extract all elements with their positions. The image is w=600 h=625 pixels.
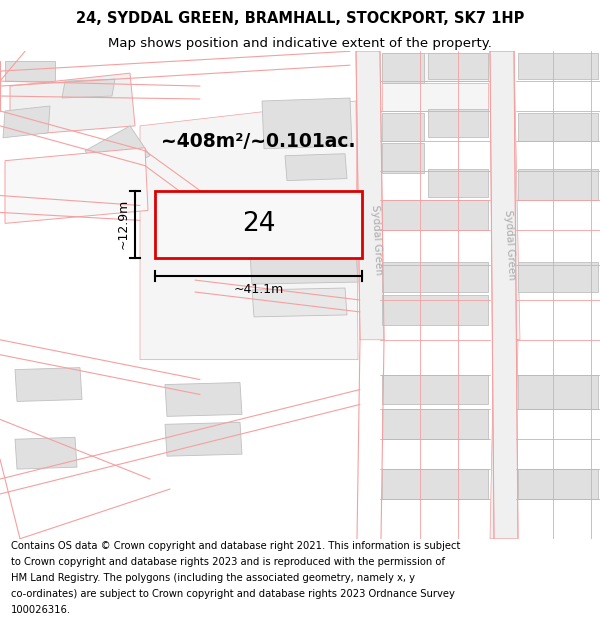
Polygon shape [428, 109, 488, 137]
Polygon shape [382, 142, 424, 172]
Polygon shape [252, 288, 347, 317]
Polygon shape [53, 166, 100, 198]
Polygon shape [262, 98, 352, 149]
Polygon shape [490, 51, 520, 539]
Polygon shape [140, 101, 358, 359]
Polygon shape [382, 409, 488, 439]
Polygon shape [518, 262, 598, 292]
Bar [155, 191, 362, 258]
Polygon shape [62, 79, 115, 98]
Text: ~12.9m: ~12.9m [117, 199, 130, 249]
Polygon shape [518, 469, 598, 499]
Polygon shape [518, 169, 598, 201]
Polygon shape [382, 53, 488, 81]
Polygon shape [428, 53, 488, 79]
Polygon shape [5, 61, 55, 81]
Polygon shape [15, 368, 82, 401]
Polygon shape [428, 169, 488, 196]
Polygon shape [5, 148, 148, 223]
Text: 24, SYDDAL GREEN, BRAMHALL, STOCKPORT, SK7 1HP: 24, SYDDAL GREEN, BRAMHALL, STOCKPORT, S… [76, 11, 524, 26]
Polygon shape [382, 53, 424, 83]
Text: ~408m²/~0.101ac.: ~408m²/~0.101ac. [161, 132, 355, 151]
Text: Map shows position and indicative extent of the property.: Map shows position and indicative extent… [108, 37, 492, 50]
Text: Syddal Green: Syddal Green [503, 210, 517, 281]
Polygon shape [10, 73, 135, 136]
Polygon shape [382, 201, 488, 231]
Polygon shape [490, 51, 518, 539]
Polygon shape [15, 438, 77, 469]
Polygon shape [382, 469, 488, 499]
Polygon shape [165, 382, 242, 416]
Text: 100026316.: 100026316. [11, 605, 71, 615]
Polygon shape [85, 126, 150, 179]
Polygon shape [285, 154, 347, 181]
Text: Contains OS data © Crown copyright and database right 2021. This information is : Contains OS data © Crown copyright and d… [11, 541, 460, 551]
Polygon shape [382, 262, 488, 292]
Polygon shape [382, 83, 488, 111]
Polygon shape [518, 113, 598, 141]
Polygon shape [518, 374, 598, 409]
Text: 24: 24 [242, 211, 275, 238]
Polygon shape [382, 113, 424, 141]
Text: to Crown copyright and database rights 2023 and is reproduced with the permissio: to Crown copyright and database rights 2… [11, 558, 445, 568]
Polygon shape [356, 51, 384, 340]
Text: Syddal Green: Syddal Green [370, 205, 383, 276]
Text: HM Land Registry. The polygons (including the associated geometry, namely x, y: HM Land Registry. The polygons (includin… [11, 573, 415, 583]
Polygon shape [3, 106, 50, 138]
Polygon shape [382, 295, 488, 325]
Text: ~41.1m: ~41.1m [233, 283, 284, 296]
Text: co-ordinates) are subject to Crown copyright and database rights 2023 Ordnance S: co-ordinates) are subject to Crown copyr… [11, 589, 455, 599]
Polygon shape [250, 253, 358, 284]
Polygon shape [518, 53, 598, 79]
Polygon shape [165, 422, 242, 456]
Polygon shape [382, 374, 488, 404]
